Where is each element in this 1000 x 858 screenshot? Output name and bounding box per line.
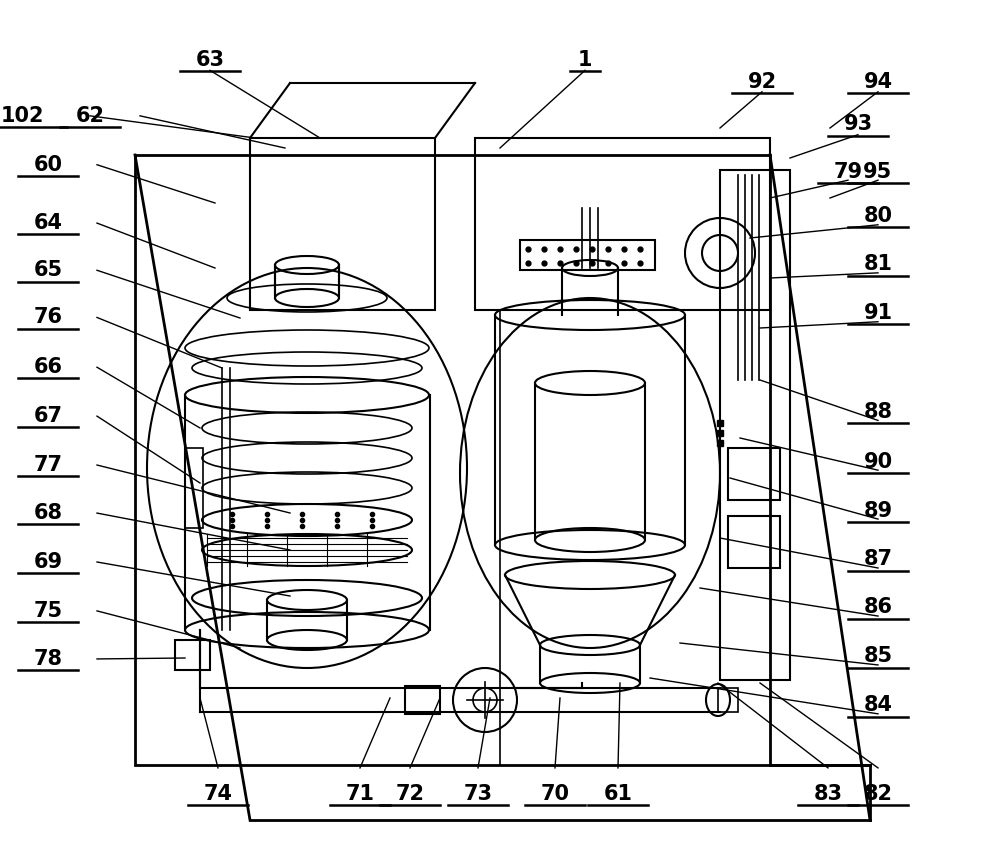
Text: 83: 83: [814, 783, 842, 804]
Text: 94: 94: [863, 71, 893, 92]
Text: 91: 91: [863, 303, 893, 323]
Bar: [250, 138, 435, 310]
Text: 69: 69: [33, 552, 63, 572]
Text: 82: 82: [864, 783, 893, 804]
Bar: [475, 138, 770, 310]
Text: 63: 63: [196, 50, 224, 70]
Bar: [185, 448, 203, 528]
Bar: [405, 686, 440, 714]
Text: 62: 62: [76, 106, 104, 126]
Text: 86: 86: [864, 597, 893, 618]
Text: 102: 102: [0, 106, 44, 126]
Text: 93: 93: [843, 114, 873, 135]
Text: 64: 64: [34, 213, 62, 233]
Bar: [728, 516, 780, 568]
Text: 61: 61: [604, 783, 633, 804]
Text: 78: 78: [34, 649, 62, 669]
Text: 76: 76: [34, 307, 62, 328]
Text: 87: 87: [864, 549, 893, 570]
Text: 85: 85: [863, 646, 893, 667]
Text: 77: 77: [34, 455, 62, 475]
Text: 89: 89: [863, 500, 893, 521]
Text: 81: 81: [864, 254, 893, 275]
Bar: [728, 448, 780, 500]
Text: 84: 84: [864, 695, 893, 716]
Text: 65: 65: [33, 260, 63, 281]
Text: 75: 75: [33, 601, 63, 621]
Text: 73: 73: [464, 783, 492, 804]
Bar: [520, 240, 655, 270]
Text: 79: 79: [833, 161, 863, 182]
Text: 68: 68: [34, 503, 62, 523]
Text: 66: 66: [34, 357, 62, 378]
Text: 70: 70: [540, 783, 570, 804]
Text: 74: 74: [204, 783, 232, 804]
Text: 95: 95: [863, 161, 893, 182]
Text: 92: 92: [747, 71, 777, 92]
Bar: [175, 640, 210, 670]
Text: 90: 90: [863, 451, 893, 472]
Text: 60: 60: [34, 154, 62, 175]
Bar: [720, 170, 790, 680]
Text: 72: 72: [396, 783, 424, 804]
Bar: [718, 688, 738, 712]
Text: 71: 71: [346, 783, 374, 804]
Text: 80: 80: [864, 206, 893, 227]
Text: 67: 67: [34, 406, 62, 426]
Text: 1: 1: [578, 50, 592, 70]
Bar: [135, 155, 770, 765]
Text: 88: 88: [864, 402, 893, 422]
